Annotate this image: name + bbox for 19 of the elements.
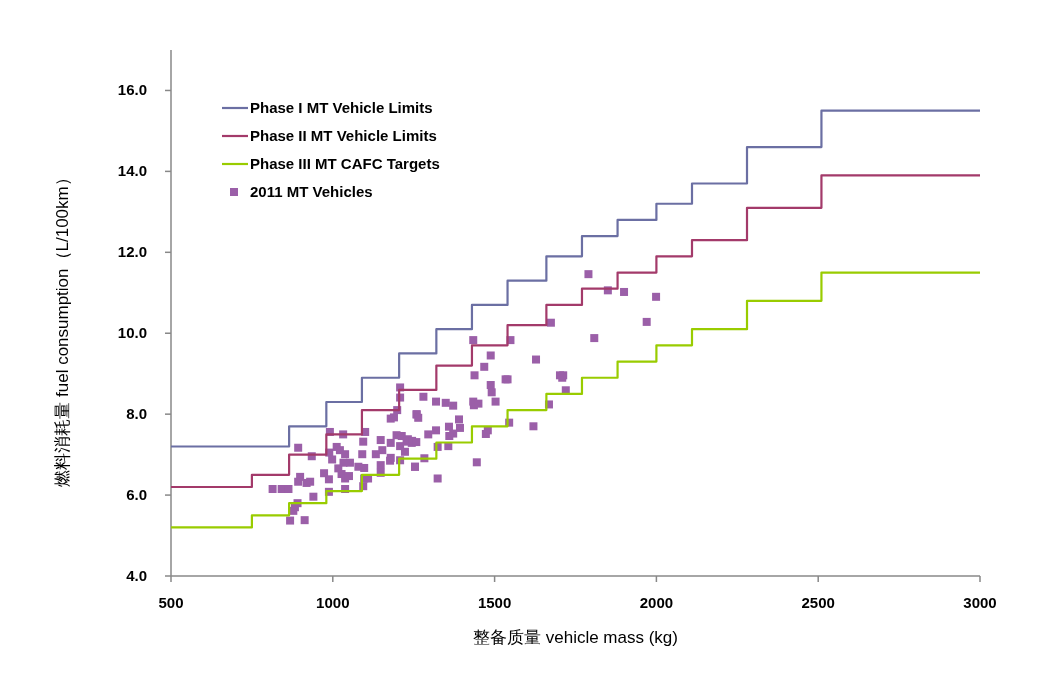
legend-label: Phase II MT Vehicle Limits — [250, 127, 437, 144]
legend-label: Phase I MT Vehicle Limits — [250, 99, 433, 116]
y-tick-label: 4.0 — [126, 567, 147, 584]
y-tick-label: 12.0 — [117, 243, 147, 261]
legend-label: 2011 MT Vehicles — [250, 183, 373, 200]
legend-label: Phase III MT CAFC Targets — [250, 155, 440, 172]
x-tick-label: 3000 — [963, 594, 997, 611]
x-tick-label: 2500 — [801, 594, 835, 611]
y-axis-title: 燃料消耗量 fuel consumption（L/100km） — [53, 169, 72, 487]
x-tick-label: 1000 — [316, 594, 350, 611]
x-tick-label: 500 — [158, 594, 184, 611]
x-tick-label: 1500 — [477, 594, 512, 611]
y-tick-label: 10.0 — [117, 324, 147, 342]
y-tick-label: 6.0 — [126, 486, 147, 504]
x-axis-title: 整备质量 vehicle mass (kg) — [473, 628, 678, 647]
y-tick-label: 16.0 — [117, 81, 147, 99]
y-tick-label: 8.0 — [126, 405, 147, 423]
x-tick-label: 2000 — [639, 594, 674, 611]
y-tick-label: 14.0 — [117, 162, 147, 180]
